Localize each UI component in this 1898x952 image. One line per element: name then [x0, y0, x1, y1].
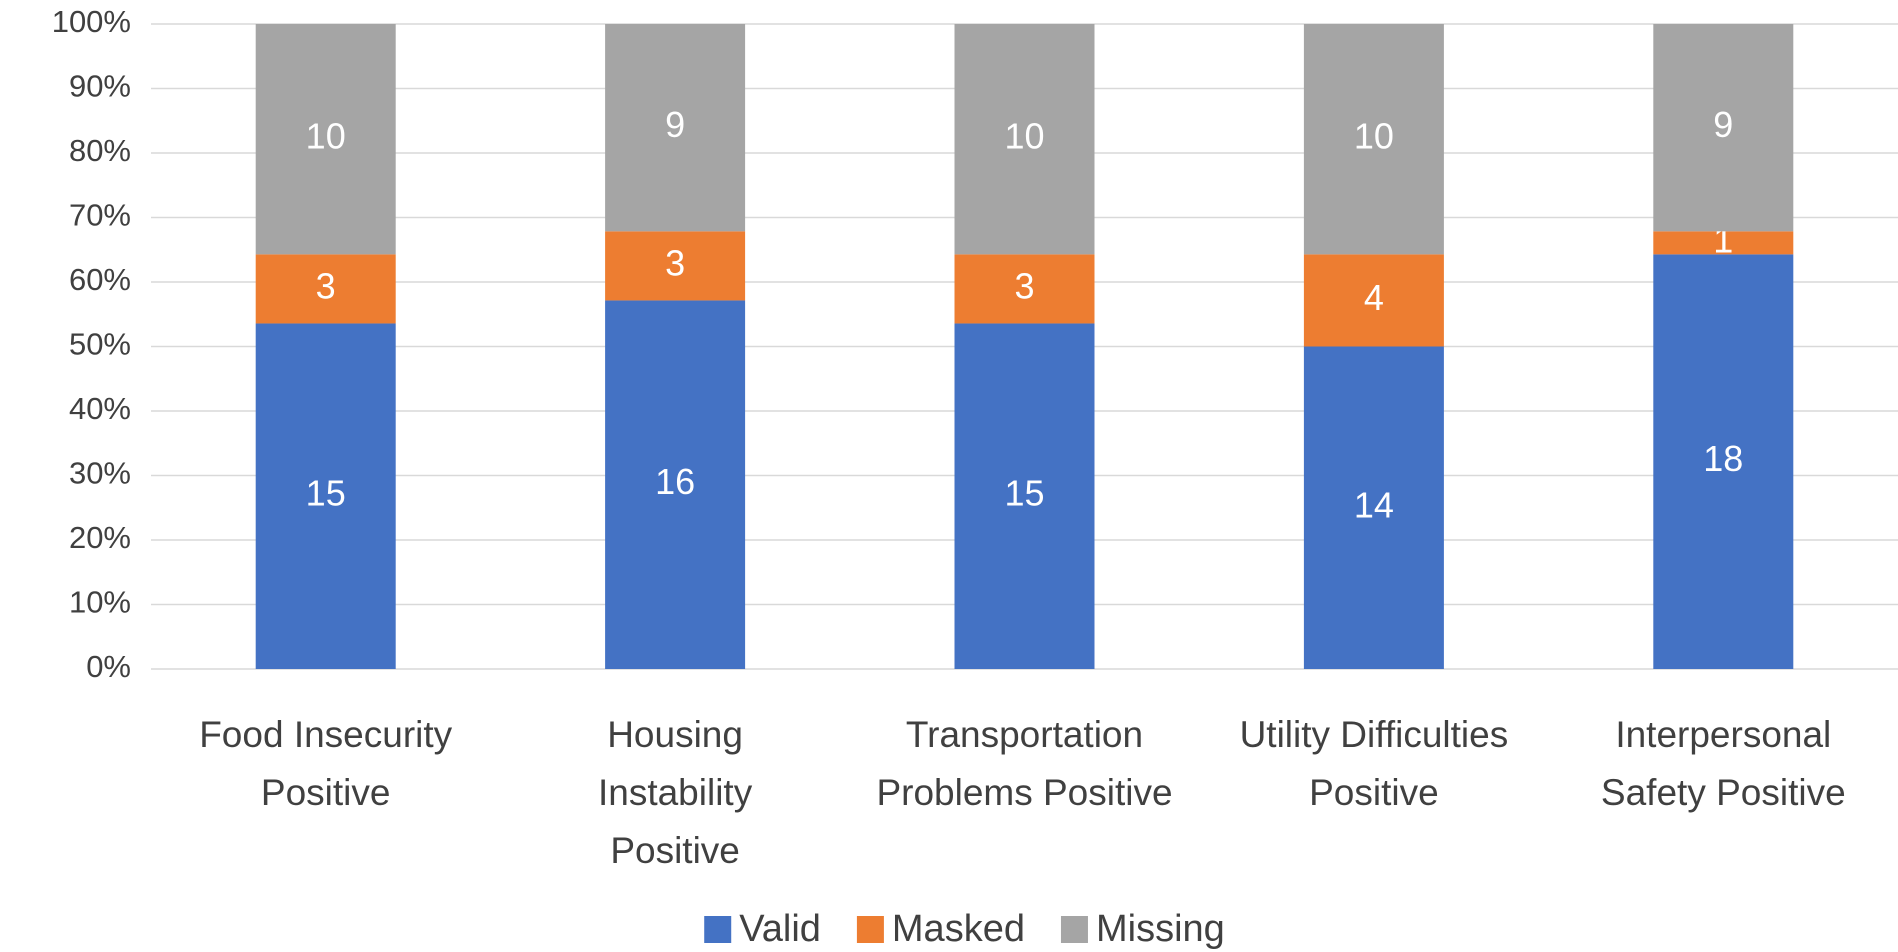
data-label: 10: [1004, 116, 1044, 157]
bar-segment: [255, 254, 396, 324]
data-label: 3: [1014, 265, 1034, 306]
data-label: 4: [1364, 277, 1384, 318]
bar-segment: [954, 323, 1095, 669]
legend-label: Valid: [739, 908, 821, 950]
bar-segment: [1303, 254, 1444, 347]
x-tick-label: Housing Instability Positive: [597, 714, 753, 871]
x-tick-label: Transportation Problems Positive: [876, 714, 1173, 813]
y-tick-label: 50%: [69, 327, 131, 362]
data-label: 16: [655, 461, 695, 502]
legend-label: Missing: [1096, 908, 1225, 950]
legend-swatch: [1060, 916, 1088, 943]
data-label: 10: [1354, 116, 1394, 157]
x-tick-label: Utility Difficulties Positive: [1239, 714, 1509, 813]
bar-segment: [605, 231, 746, 301]
x-tick-label: Interpersonal Safety Positive: [1600, 714, 1846, 813]
y-tick-label: 40%: [69, 391, 131, 426]
bar-segment: [954, 24, 1095, 255]
data-label: 9: [1713, 104, 1733, 145]
bar-segment: [954, 254, 1095, 324]
y-tick-label: 100%: [52, 4, 131, 39]
y-tick-label: 10%: [69, 585, 131, 620]
data-label: 3: [665, 242, 685, 283]
bar-segment: [1653, 24, 1794, 232]
data-label: 15: [306, 473, 346, 514]
bar-segment: [1303, 24, 1444, 255]
legend-swatch: [856, 916, 884, 943]
bar-segment: [605, 24, 746, 232]
y-tick-label: 80%: [69, 133, 131, 168]
x-tick-label: Food Insecurity Positive: [199, 714, 453, 813]
y-tick-label: 60%: [69, 262, 131, 297]
bar-segment: [605, 300, 746, 669]
bar-segment: [1303, 346, 1444, 669]
y-tick-label: 90%: [69, 69, 131, 104]
bar-segment: [255, 24, 396, 255]
bar-segment: [255, 323, 396, 669]
y-tick-label: 30%: [69, 456, 131, 491]
legend-swatch: [704, 916, 732, 943]
data-label: 18: [1703, 438, 1743, 479]
data-label: 10: [306, 116, 346, 157]
y-tick-label: 0%: [86, 649, 131, 684]
data-label: 9: [665, 104, 685, 145]
legend-label: Masked: [892, 908, 1025, 950]
y-tick-label: 20%: [69, 520, 131, 555]
data-label: 15: [1004, 473, 1044, 514]
data-label: 3: [316, 265, 336, 306]
bar-segment: [1653, 231, 1794, 255]
bar-segment: [1653, 254, 1794, 669]
y-tick-label: 70%: [69, 198, 131, 233]
data-label: 14: [1354, 484, 1394, 525]
